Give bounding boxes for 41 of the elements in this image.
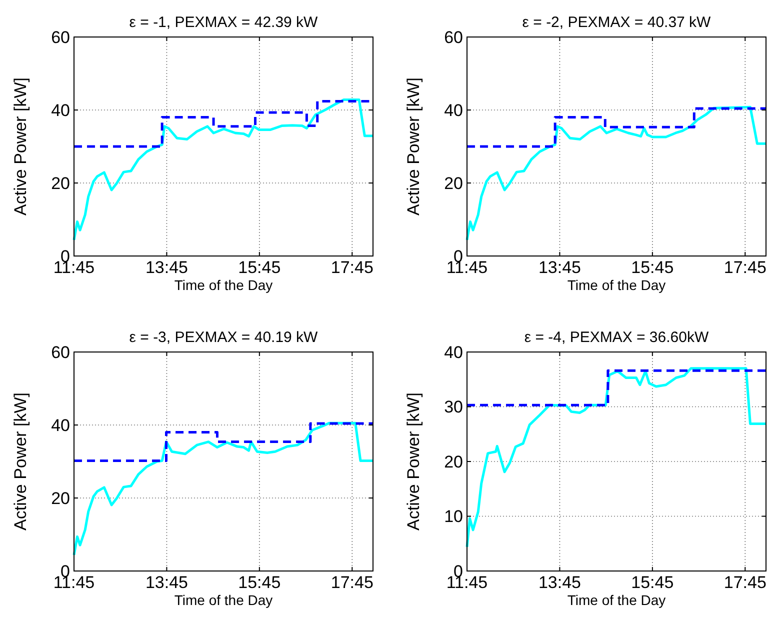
x-tick-label: 13:45 — [145, 573, 188, 592]
x-tick-label: 13:45 — [538, 573, 581, 592]
y-axis-title: Active Power [kW] — [404, 392, 423, 530]
x-tick-label: 15:45 — [631, 258, 674, 277]
x-tick-label: 15:45 — [238, 573, 281, 592]
y-axis-title: Active Power [kW] — [404, 78, 423, 216]
y-tick-label: 10 — [444, 507, 463, 526]
x-tick-label: 17:45 — [724, 258, 766, 277]
y-tick-label: 40 — [51, 416, 70, 435]
x-axis-title: Time of the Day — [174, 592, 273, 608]
x-tick-label: 13:45 — [538, 258, 581, 277]
y-tick-label: 60 — [51, 342, 70, 362]
y-tick-label: 60 — [51, 28, 70, 47]
line-series — [466, 367, 768, 548]
x-tick-label: 17:45 — [724, 573, 766, 592]
y-tick-label: 20 — [51, 488, 70, 508]
y-tick-label: 40 — [444, 100, 463, 120]
y-axis-title: Active Power [kW] — [11, 78, 30, 216]
x-axis-title: Time of the Day — [174, 277, 273, 293]
x-tick-label: 13:45 — [145, 258, 188, 277]
y-tick-label: 20 — [51, 174, 70, 193]
chart-title: ε = -1, PEXMAX = 42.39 kW — [129, 14, 319, 31]
x-axis-title: Time of the Day — [567, 277, 666, 293]
y-tick-label: 30 — [444, 398, 463, 417]
y-tick-label: 60 — [444, 28, 463, 47]
x-tick-label: 17:45 — [330, 573, 374, 592]
line-series — [72, 98, 374, 242]
x-tick-label: 17:45 — [330, 258, 374, 277]
y-axis-title: Active Power [kW] — [11, 392, 30, 530]
line-series — [466, 106, 768, 242]
chart-title: ε = -4, PEXMAX = 36.60kW — [524, 329, 710, 346]
line-series — [72, 422, 374, 556]
x-tick-label: 15:45 — [238, 258, 281, 277]
y-tick-label: 40 — [444, 342, 463, 362]
x-axis-title: Time of the Day — [567, 592, 666, 608]
x-tick-label: 15:45 — [631, 573, 674, 592]
chart-title: ε = -3, PEXMAX = 40.19 kW — [129, 329, 319, 346]
y-tick-label: 20 — [444, 452, 463, 472]
y-tick-label: 20 — [444, 174, 463, 193]
chart-title: ε = -2, PEXMAX = 40.37 kW — [522, 14, 712, 31]
y-tick-label: 40 — [51, 100, 70, 120]
